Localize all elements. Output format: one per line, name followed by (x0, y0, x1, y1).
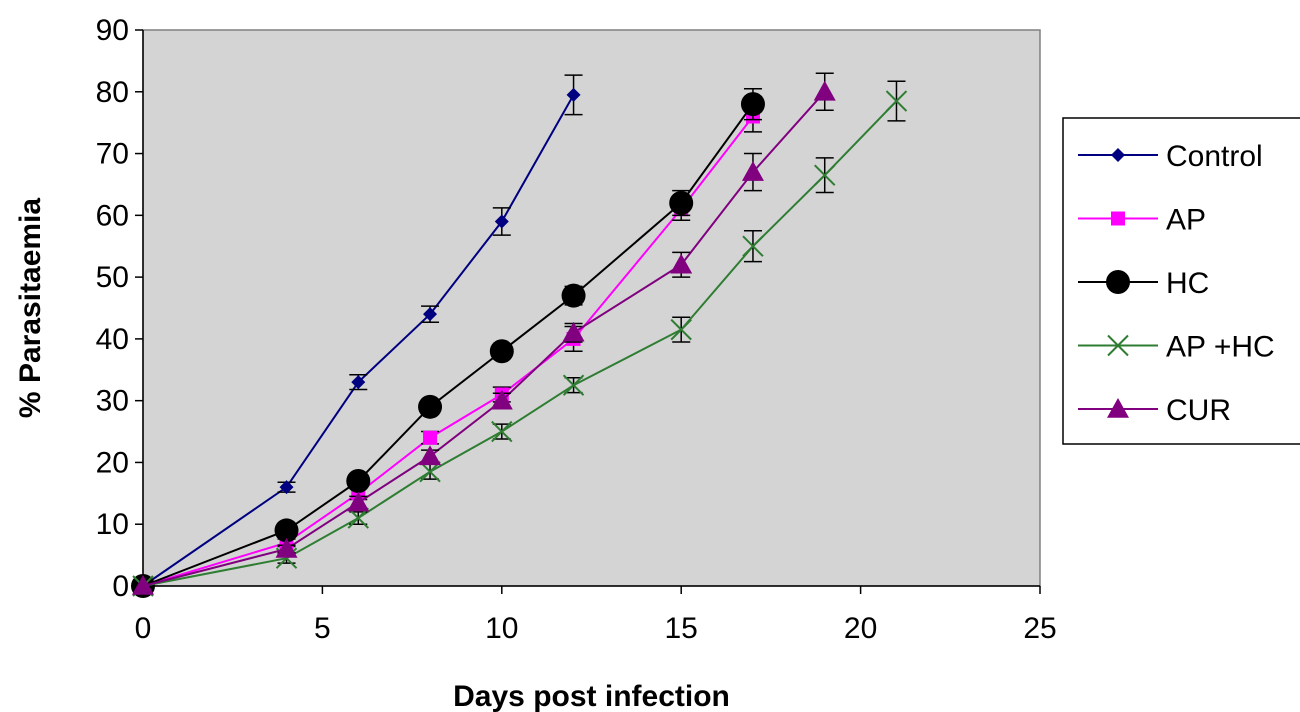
data-point (813, 80, 836, 101)
legend-item: CUR (1078, 394, 1231, 427)
legend-label: Control (1166, 140, 1263, 173)
legend-item: Control (1078, 140, 1263, 173)
y-tick-label: 10 (96, 508, 129, 541)
data-point (132, 575, 154, 595)
y-axis-title: % Parasitaemia (14, 198, 47, 418)
data-point (347, 491, 370, 512)
data-point (346, 468, 371, 493)
series-line (142, 100, 898, 587)
x-tick-label: 10 (485, 612, 518, 645)
series-cur (132, 72, 836, 595)
data-point (670, 253, 693, 274)
legend-item: AP +HC (1078, 331, 1275, 364)
x-tick-label: 25 (1023, 612, 1056, 645)
x-tick-label: 0 (135, 612, 152, 645)
axes: 0 10 20 30 40 50 60 70 80 90 0 5 10 15 20 25 (96, 14, 1057, 645)
data-point (742, 235, 764, 257)
series-line (142, 94, 575, 587)
data-point (351, 375, 366, 390)
data-point (885, 90, 908, 112)
data-point (740, 92, 765, 117)
y-tick-label: 20 (96, 446, 129, 479)
legend-marker (1107, 334, 1129, 357)
y-tick-label: 50 (96, 261, 129, 294)
series-line (142, 115, 754, 587)
data-point (423, 307, 438, 322)
legend-label: HC (1166, 267, 1209, 300)
x-axis-title: Days post infection (453, 680, 730, 712)
legend-item: HC (1078, 267, 1209, 300)
data-point (814, 164, 836, 186)
data-point (562, 321, 585, 342)
legend-label: CUR (1166, 394, 1231, 427)
legend-marker (1107, 398, 1129, 418)
data-point (423, 430, 438, 445)
data-point (490, 389, 513, 410)
y-tick-label: 60 (96, 199, 129, 232)
plot-area (142, 29, 1041, 587)
data-point (741, 161, 764, 181)
data-point (491, 420, 513, 443)
data-point (566, 87, 581, 102)
series-hc (131, 87, 765, 598)
legend-label: AP +HC (1166, 331, 1275, 364)
data-point (670, 318, 692, 341)
data-point (489, 339, 514, 364)
y-tick-label: 90 (96, 14, 129, 47)
x-tick-label: 15 (665, 612, 698, 645)
series-group (131, 72, 908, 598)
plot-background (142, 29, 1041, 587)
data-point (562, 374, 585, 396)
series-control (136, 74, 583, 593)
y-tick-label: 0 (112, 570, 129, 603)
data-point (494, 214, 509, 229)
x-tick-label: 5 (314, 612, 331, 645)
y-tick-label: 40 (96, 323, 129, 356)
data-point (669, 190, 694, 215)
legend-marker (1111, 211, 1125, 226)
data-point (418, 394, 443, 419)
legend-marker (1111, 148, 1125, 162)
data-point (561, 283, 586, 308)
legend: Control AP HC AP +HC CUR (1062, 117, 1300, 445)
y-tick-label: 80 (96, 76, 129, 109)
legend-label: AP (1166, 204, 1206, 237)
y-tick-label: 70 (96, 138, 129, 171)
y-tick-label: 30 (96, 385, 129, 418)
data-point (274, 518, 299, 543)
data-point (275, 537, 298, 558)
legend-marker (1106, 270, 1130, 294)
legend-item: AP (1078, 204, 1206, 237)
data-point (279, 480, 294, 495)
data-point (419, 445, 442, 466)
series-line (142, 103, 754, 587)
x-tick-label: 20 (844, 612, 877, 645)
